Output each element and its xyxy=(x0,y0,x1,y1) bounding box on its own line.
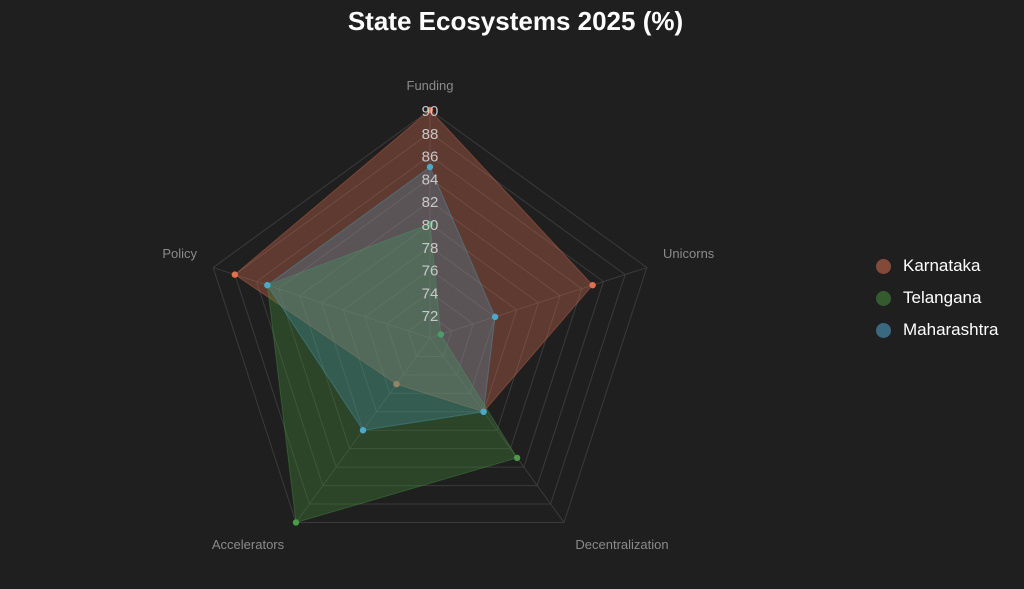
legend-item-maharashtra[interactable]: Maharashtra xyxy=(876,314,998,346)
legend: Karnataka Telangana Maharashtra xyxy=(876,250,998,346)
grid-ring xyxy=(320,223,540,431)
grid-spoke xyxy=(213,267,431,339)
legend-item-karnataka[interactable]: Karnataka xyxy=(876,250,998,282)
data-point-karnataka[interactable] xyxy=(589,281,596,289)
data-point-telangana[interactable] xyxy=(292,519,300,526)
data-point-maharashtra[interactable] xyxy=(359,427,367,434)
data-point-karnataka[interactable] xyxy=(426,106,434,114)
grid-ring xyxy=(277,177,583,468)
radial-tick-label: 80 xyxy=(422,217,439,234)
legend-label: Telangana xyxy=(903,288,982,307)
radial-ticks: 72 74 76 78 80 82 84 86 88 90 xyxy=(422,103,439,325)
data-point-telangana[interactable] xyxy=(426,220,434,228)
grid-ring xyxy=(342,246,518,413)
grid-ring xyxy=(255,154,605,487)
grid-ring xyxy=(234,132,626,505)
axis-labels: Funding Unicorns Decentralization Accelerat… xyxy=(162,78,714,552)
data-point-maharashtra[interactable] xyxy=(480,408,487,415)
data-point-maharashtra[interactable] xyxy=(264,281,271,289)
legend-swatch xyxy=(876,258,891,274)
radial-tick-label: 74 xyxy=(422,285,439,302)
radial-tick-label: 76 xyxy=(422,263,439,280)
data-point-telangana[interactable] xyxy=(513,454,521,462)
data-point-karnataka[interactable] xyxy=(393,380,400,388)
grid-spoke xyxy=(429,337,565,523)
axis-label-funding: Funding xyxy=(407,78,454,93)
data-point-telangana[interactable] xyxy=(437,331,445,338)
series-maharashtra xyxy=(264,163,499,434)
data-point-maharashtra[interactable] xyxy=(426,163,434,171)
radial-tick-label: 86 xyxy=(422,149,439,166)
legend-label: Karnataka xyxy=(903,256,981,275)
grid-ring xyxy=(212,109,648,523)
axis-label-decentralization: Decentralization xyxy=(575,537,668,552)
series-area-karnataka xyxy=(234,109,594,413)
series-area-telangana xyxy=(266,223,518,524)
radial-tick-label: 88 xyxy=(422,126,439,143)
legend-item-telangana[interactable]: Telangana xyxy=(876,282,998,314)
series-area-maharashtra xyxy=(266,166,496,431)
grid-ring xyxy=(299,200,561,450)
legend-swatch xyxy=(876,322,891,338)
radial-tick-label: 72 xyxy=(422,308,439,325)
axis-label-policy: Policy xyxy=(162,246,197,261)
radial-tick-label: 90 xyxy=(422,103,439,120)
grid-ring xyxy=(386,291,474,376)
radial-tick-label: 84 xyxy=(422,171,439,188)
radial-tick-label: 82 xyxy=(422,194,439,211)
legend-label: Maharashtra xyxy=(903,320,999,339)
data-point-maharashtra[interactable] xyxy=(491,313,499,321)
grid-ring xyxy=(364,268,496,394)
data-point-karnataka[interactable] xyxy=(231,271,239,278)
grid-ring xyxy=(407,314,453,357)
radial-tick-label: 78 xyxy=(422,240,439,257)
legend-swatch xyxy=(876,290,891,306)
axis-label-accelerators: Accelerators xyxy=(212,537,285,552)
chart-title: State Ecosystems 2025 (%) xyxy=(347,6,684,36)
axis-label-unicorns: Unicorns xyxy=(663,246,715,261)
grid-spoke xyxy=(429,267,647,339)
series-layer xyxy=(231,106,596,526)
